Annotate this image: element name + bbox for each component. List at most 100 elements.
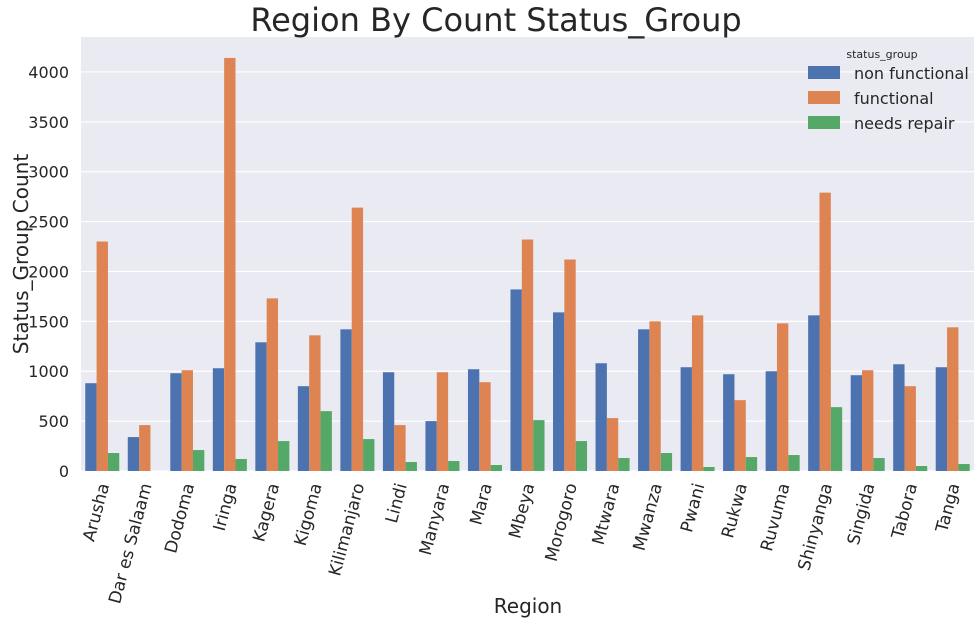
legend-swatch (808, 116, 840, 129)
bar-non-functional (255, 342, 267, 471)
bar-needs-repair (788, 455, 800, 471)
bar-functional (862, 370, 874, 471)
y-tick-label: 2500 (28, 213, 69, 232)
bar-non-functional (85, 383, 97, 471)
bar-non-functional (808, 315, 820, 471)
bar-functional (904, 386, 916, 471)
x-tick-label: Kilimanjaro (325, 481, 369, 578)
bar-needs-repair (915, 466, 928, 471)
bar-functional (947, 327, 959, 471)
bar-needs-repair (235, 459, 247, 471)
bar-functional (606, 418, 619, 471)
bar-needs-repair (363, 439, 375, 471)
bar-non-functional (340, 329, 352, 471)
bar-non-functional (127, 437, 140, 471)
x-tick-label: Kigoma (291, 481, 327, 548)
x-tick-label: Tanga (932, 481, 965, 535)
bar-functional (436, 372, 449, 471)
bar-functional (266, 298, 279, 471)
bar-needs-repair (575, 441, 588, 471)
bar-non-functional (382, 372, 395, 471)
y-tick-label: 3000 (28, 163, 69, 182)
x-tick-label: Dar es Salaam (105, 481, 156, 606)
x-tick-label: Shinyanga (795, 481, 837, 573)
x-tick-label: Mara (466, 481, 496, 527)
y-tick-label: 500 (38, 412, 69, 431)
bars (85, 57, 970, 472)
bar-needs-repair (660, 453, 673, 471)
y-tick-label: 1000 (28, 362, 69, 381)
y-axis-ticks: 0 500 1000 1500 2000 2500 3000 3500 4000 (28, 63, 69, 481)
bar-needs-repair (320, 411, 332, 471)
y-tick-label: 2000 (28, 262, 69, 281)
bar-functional (479, 382, 491, 471)
y-tick-label: 3500 (28, 113, 69, 132)
bar-needs-repair (448, 461, 460, 471)
bar-non-functional (170, 373, 182, 471)
bar-needs-repair (830, 407, 843, 471)
x-axis-label: Region (494, 594, 562, 618)
bar-needs-repair (405, 462, 417, 471)
bar-functional (819, 192, 831, 472)
bar-non-functional (935, 367, 948, 471)
bar-non-functional (297, 386, 310, 471)
bar-needs-repair (278, 441, 290, 471)
bar-needs-repair (873, 458, 885, 471)
bar-needs-repair (490, 465, 502, 471)
x-tick-label: Iringa (210, 481, 242, 533)
x-tick-label: Mtwara (589, 481, 625, 547)
y-tick-label: 4000 (28, 63, 69, 82)
bar-needs-repair (107, 453, 120, 471)
x-tick-label: Singida (844, 481, 880, 547)
bar-non-functional (723, 374, 735, 471)
bar-needs-repair (533, 420, 545, 471)
bar-non-functional (212, 368, 225, 471)
x-tick-label: Kagera (249, 481, 284, 544)
bar-non-functional (553, 312, 565, 471)
bar-needs-repair (618, 458, 630, 471)
bar-non-functional (638, 329, 650, 471)
bar-functional (351, 207, 364, 471)
legend: status_group non functional functional nee… (808, 48, 969, 133)
bar-needs-repair (703, 467, 715, 471)
bar-functional (521, 239, 534, 471)
bar-functional (691, 315, 704, 471)
x-tick-label: Mbeya (505, 481, 539, 541)
bar-functional (224, 57, 236, 472)
x-tick-label: Rukwa (718, 481, 752, 540)
bar-needs-repair (958, 464, 970, 471)
x-tick-label: Manyara (416, 481, 454, 557)
x-tick-label: Arusha (79, 481, 114, 544)
x-tick-label: Mwanza (630, 481, 667, 553)
x-tick-label: Ruvuma (757, 481, 794, 553)
bar-non-functional (765, 371, 777, 471)
bar-non-functional (850, 375, 863, 471)
bar-non-functional (510, 289, 522, 471)
x-tick-label: Pwani (677, 481, 709, 535)
legend-title: status_group (846, 48, 917, 61)
bar-functional (776, 323, 789, 471)
bar-non-functional (425, 421, 437, 471)
bar-functional (309, 335, 321, 471)
legend-swatch (808, 91, 840, 104)
bar-functional (96, 241, 108, 471)
legend-label: needs repair (854, 114, 955, 133)
bar-functional (181, 370, 193, 471)
y-axis-label: Status_Group Count (9, 154, 33, 355)
x-tick-label: Lindi (382, 481, 412, 525)
x-tick-label: Morogoro (542, 481, 582, 564)
x-tick-label: Tabora (888, 481, 922, 542)
bar-non-functional (680, 367, 692, 471)
bar-non-functional (893, 364, 905, 471)
bar-needs-repair (745, 457, 758, 471)
legend-swatch (808, 66, 840, 79)
y-tick-label: 1500 (28, 312, 69, 331)
legend-label: non functional (854, 64, 969, 83)
bar-functional (139, 425, 151, 471)
bar-needs-repair (192, 450, 205, 471)
legend-label: functional (854, 89, 934, 108)
bar-functional (734, 400, 746, 471)
